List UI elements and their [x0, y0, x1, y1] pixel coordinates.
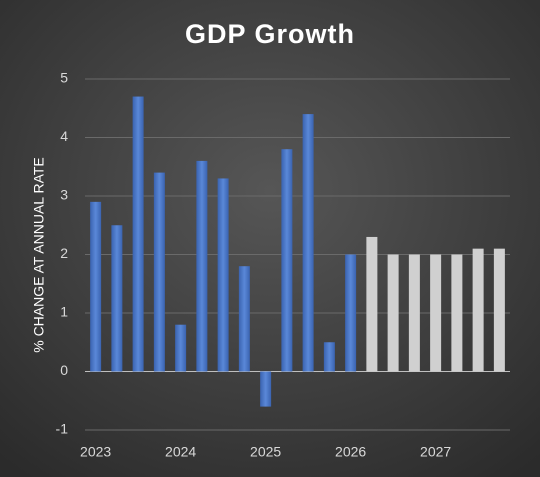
- y-tick-label: 3: [60, 187, 68, 203]
- y-tick-label: 5: [60, 70, 68, 86]
- bar: [196, 160, 208, 372]
- x-tick-label: 2026: [335, 444, 366, 460]
- y-tick-label: -1: [56, 421, 69, 437]
- chart-title: GDP Growth: [185, 19, 355, 49]
- y-tick-label: 2: [60, 245, 68, 261]
- bar: [111, 225, 123, 372]
- x-tick-label: 2024: [165, 444, 196, 460]
- bar: [281, 149, 293, 372]
- bar: [387, 254, 399, 372]
- bar: [366, 236, 378, 372]
- bar: [238, 266, 250, 372]
- bar: [302, 114, 314, 372]
- bar: [345, 254, 357, 372]
- y-tick-label: 4: [60, 128, 68, 144]
- bar: [260, 371, 272, 407]
- bar: [472, 248, 484, 372]
- bar: [408, 254, 420, 372]
- x-tick-label: 2027: [420, 444, 451, 460]
- y-tick-label: 0: [60, 362, 68, 378]
- x-tick-label: 2025: [250, 444, 281, 460]
- bar: [430, 254, 442, 372]
- bar: [493, 248, 505, 372]
- bar: [451, 254, 463, 372]
- bar: [153, 172, 165, 372]
- bar: [217, 178, 229, 372]
- bar: [175, 324, 187, 372]
- bar: [132, 96, 144, 372]
- y-tick-label: 1: [60, 304, 68, 320]
- x-tick-label: 2023: [80, 444, 111, 460]
- bar: [90, 201, 102, 372]
- bar: [323, 342, 335, 372]
- y-axis-title: % CHANGE AT ANNUAL RATE: [31, 157, 47, 353]
